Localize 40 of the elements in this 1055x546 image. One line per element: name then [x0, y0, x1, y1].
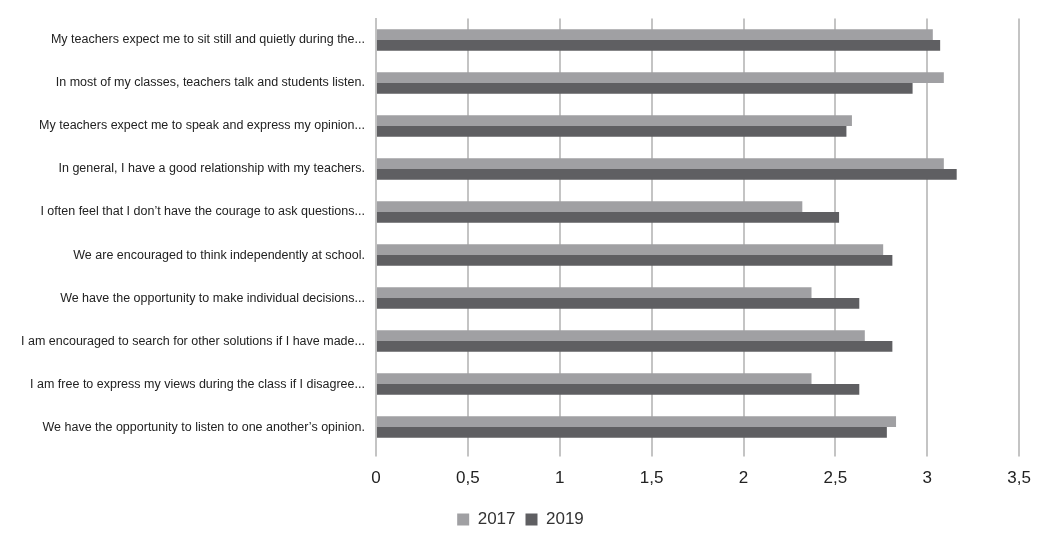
- bar: [376, 373, 812, 385]
- y-tick-label: We are encouraged to think independently at school.: [73, 247, 365, 262]
- legend-label: 2019: [546, 509, 584, 529]
- y-tick-label: My teachers expect me to sit still and quietly during the...: [50, 32, 365, 47]
- y-tick-label: We have the opportunity to listen to one another’s opinion.: [42, 419, 365, 434]
- bar: [376, 158, 944, 170]
- bar: [376, 298, 860, 309]
- y-tick-label: I am free to express my views during the class if I disagree...: [30, 376, 365, 391]
- bar: [376, 126, 847, 137]
- y-tick-label: My teachers expect me to speak and express my opinion...: [39, 118, 365, 133]
- bar: [376, 40, 941, 51]
- bar: [376, 169, 957, 180]
- bar: [376, 72, 944, 84]
- bar: [376, 83, 913, 94]
- x-tick-label: 1,5: [639, 468, 664, 488]
- bar: [376, 115, 852, 127]
- bar: [376, 212, 840, 223]
- y-tick-label: I am encouraged to search for other solutions if I have made...: [20, 333, 365, 348]
- x-tick-label: 2,5: [823, 468, 848, 488]
- legend-label: 2017: [477, 509, 516, 529]
- x-tick-label: 3,5: [1007, 468, 1031, 488]
- y-tick-label: In general, I have a good relationship with my teachers.: [58, 161, 365, 176]
- bar: [376, 341, 893, 352]
- bar: [376, 201, 803, 213]
- bar: [376, 427, 887, 438]
- x-tick-label: 1: [554, 468, 565, 488]
- bar: [376, 330, 865, 342]
- x-tick-label: 0: [371, 468, 381, 488]
- x-tick-label: 0,5: [456, 468, 480, 488]
- bar: [376, 244, 884, 256]
- bar: [376, 287, 812, 299]
- bar: [376, 29, 933, 41]
- y-tick-label: In most of my classes, teachers talk and students listen.: [55, 75, 365, 90]
- bar: [376, 255, 893, 266]
- bar: [376, 384, 860, 395]
- x-tick-label: 3: [922, 468, 933, 488]
- y-tick-label: We have the opportunity to make individual decisions...: [60, 290, 365, 305]
- x-tick-label: 2: [738, 468, 749, 488]
- bar: [376, 416, 897, 428]
- y-tick-label: I often feel that I don’t have the courage to ask questions...: [40, 204, 365, 219]
